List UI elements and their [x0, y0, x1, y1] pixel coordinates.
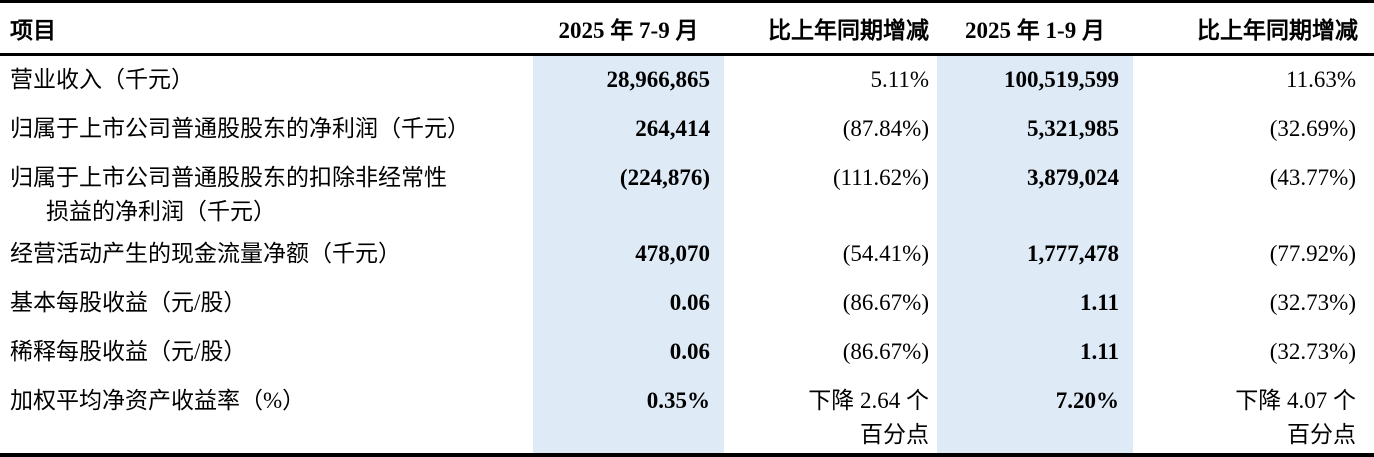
ytd-value: 1.11	[937, 328, 1133, 377]
ytd-value: 3,879,024	[937, 154, 1133, 230]
ytd-value: 7.20%	[937, 377, 1133, 455]
column-header-item: 项目	[0, 1, 533, 56]
ytd-value: 100,519,599	[937, 54, 1133, 105]
item-label: 归属于上市公司普通股股东的扣除非经常性 损益的净利润（千元）	[10, 165, 447, 224]
column-header-ytd-yoy: 比上年同期增减	[1133, 1, 1374, 56]
table-row: 稀释每股收益（元/股） 0.06 (86.67%) 1.11 (32.73%)	[0, 328, 1374, 377]
current-quarter-value: 0.35%	[533, 377, 724, 455]
ytd-yoy-value: 下降 4.07 个 百分点	[1235, 388, 1356, 447]
item-label: 基本每股收益（元/股）	[10, 290, 247, 315]
ytd-yoy-value: (32.73%)	[1269, 339, 1356, 364]
table-row: 经营活动产生的现金流量净额（千元） 478,070 (54.41%) 1,777…	[0, 230, 1374, 279]
current-quarter-value: 0.06	[533, 279, 724, 328]
quarter-yoy-value: (87.84%)	[842, 116, 929, 141]
current-quarter-value: (224,876)	[533, 154, 724, 230]
ytd-yoy-value: 11.63%	[1285, 67, 1356, 92]
column-header-quarter-yoy: 比上年同期增减	[724, 1, 937, 56]
ytd-yoy-value: (32.73%)	[1269, 290, 1356, 315]
quarter-yoy-value: (86.67%)	[842, 290, 929, 315]
table-header-row: 项目 2025 年 7-9 月 比上年同期增减 2025 年 1-9 月 比上年…	[0, 1, 1374, 56]
table-row: 营业收入（千元） 28,966,865 5.11% 100,519,599 11…	[0, 54, 1374, 105]
ytd-value: 1.11	[937, 279, 1133, 328]
item-label: 稀释每股收益（元/股）	[10, 339, 247, 364]
table-row: 基本每股收益（元/股） 0.06 (86.67%) 1.11 (32.73%)	[0, 279, 1374, 328]
quarter-yoy-value: (54.41%)	[842, 241, 929, 266]
ytd-value: 1,777,478	[937, 230, 1133, 279]
ytd-yoy-value: (77.92%)	[1269, 241, 1356, 266]
column-header-ytd: 2025 年 1-9 月	[937, 1, 1133, 56]
ytd-yoy-value: (43.77%)	[1269, 165, 1356, 190]
table-row: 归属于上市公司普通股股东的扣除非经常性 损益的净利润（千元） (224,876)…	[0, 154, 1374, 230]
table-row: 归属于上市公司普通股股东的净利润（千元） 264,414 (87.84%) 5,…	[0, 105, 1374, 154]
item-label: 经营活动产生的现金流量净额（千元）	[10, 241, 401, 266]
quarter-yoy-value: (111.62%)	[832, 165, 929, 190]
ytd-value: 5,321,985	[937, 105, 1133, 154]
column-header-current-quarter: 2025 年 7-9 月	[533, 1, 724, 56]
table-row: 加权平均净资产收益率（%） 0.35% 下降 2.64 个 百分点 7.20% …	[0, 377, 1374, 455]
quarter-yoy-value: (86.67%)	[842, 339, 929, 364]
item-label: 加权平均净资产收益率（%）	[10, 388, 306, 413]
quarter-yoy-value: 5.11%	[870, 67, 929, 92]
current-quarter-value: 28,966,865	[533, 54, 724, 105]
current-quarter-value: 0.06	[533, 328, 724, 377]
ytd-yoy-value: (32.69%)	[1269, 116, 1356, 141]
current-quarter-value: 478,070	[533, 230, 724, 279]
item-label: 营业收入（千元）	[10, 67, 194, 92]
quarter-yoy-value: 下降 2.64 个 百分点	[808, 388, 929, 447]
current-quarter-value: 264,414	[533, 105, 724, 154]
item-label: 归属于上市公司普通股股东的净利润（千元）	[10, 116, 470, 141]
